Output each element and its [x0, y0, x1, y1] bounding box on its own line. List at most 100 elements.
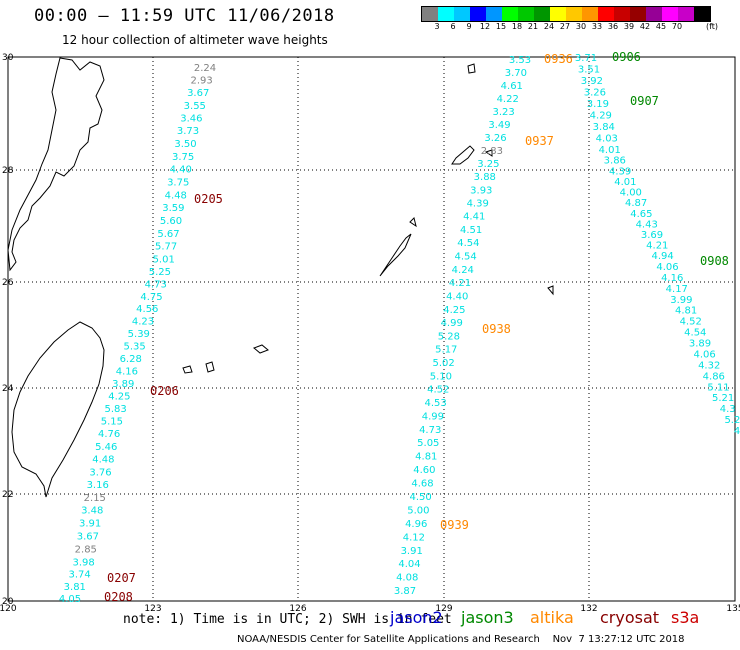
longitude-label: 135: [726, 604, 740, 614]
map-title: 00:00 – 11:59 UTC 11/06/2018: [34, 6, 335, 26]
wave-height-value: 5.39: [128, 329, 150, 340]
wave-height-value: 3.59: [162, 203, 184, 214]
wave-height-value: 4.68: [411, 479, 433, 490]
wave-height-value: 3.55: [184, 101, 206, 112]
okinawa-coastline: [379, 233, 412, 277]
pass-time-label: 0907: [630, 94, 659, 108]
wave-height-value: 3.91: [401, 546, 423, 557]
color-swatch: [502, 7, 518, 21]
wave-height-value: 4.75: [140, 292, 162, 303]
wave-height-value: 4.12: [403, 532, 425, 543]
wave-height-value: 5.83: [104, 404, 126, 415]
color-scale-labels: 3 6 9 12 15 18 21 24 27 30 33 36 39 42 45 70: [421, 22, 685, 31]
island-c: [182, 365, 193, 374]
color-scale-label: 3: [434, 22, 440, 31]
wave-height-value: 3.26: [484, 133, 506, 144]
wave-height-value: 5.67: [157, 229, 179, 240]
wave-height-value: 4.94: [651, 251, 673, 262]
island-d: [409, 217, 417, 228]
wave-height-value: 4.50: [409, 492, 431, 503]
wave-height-value: 4.16: [116, 366, 138, 377]
wave-height-value: 4.29: [590, 111, 612, 122]
longitude-label: 126: [289, 604, 306, 614]
color-scale-label: 33: [591, 22, 603, 31]
wave-height-value: 3.86: [604, 156, 626, 167]
wave-height-value: 3.74: [68, 570, 90, 581]
color-scale-label: 36: [607, 22, 619, 31]
wave-height-value: 5.10: [430, 371, 452, 382]
color-scale-label: 9: [466, 22, 472, 31]
wave-height-value: 3.67: [187, 88, 209, 99]
latitude-label: 24: [2, 384, 14, 394]
footer-note: note: 1) Time is in UTC; 2) SWH is in fe…: [123, 612, 452, 627]
color-swatch: [534, 7, 550, 21]
wave-height-value: 4.06: [693, 350, 715, 361]
latitude-label: 30: [2, 53, 14, 63]
wave-height-value: 4.73: [145, 279, 167, 290]
wave-height-value: 2.85: [75, 544, 97, 555]
pass-time-label: 0938: [482, 322, 511, 336]
wave-height-value: 4.08: [396, 573, 418, 584]
wave-height-value: 3.23: [492, 107, 514, 118]
wave-height-value: 2.93: [190, 76, 212, 87]
wave-height-value: 4.87: [625, 198, 647, 209]
latitude-label: 26: [2, 278, 14, 288]
wave-height-value: 4.81: [675, 306, 697, 317]
color-swatch: [582, 7, 598, 21]
wave-height-value: 3.71: [575, 53, 597, 64]
wave-height-value: 5.05: [417, 438, 439, 449]
wave-height-value: 5.15: [101, 416, 123, 427]
wave-height-value: 2.15: [84, 493, 106, 504]
wave-height-value: 5.60: [160, 216, 182, 227]
wave-height-value: 5.28: [438, 331, 460, 342]
wave-height-value: 4.40: [446, 291, 468, 302]
wave-height-value: 3.99: [670, 295, 692, 306]
island-e: [467, 63, 476, 74]
pass-time-label: 0908: [700, 254, 729, 268]
color-swatch: [646, 7, 662, 21]
wave-height-value: 4.3: [720, 404, 736, 415]
wave-height-value: 4.86: [703, 371, 725, 382]
wave-height-value: 4.24: [452, 265, 474, 276]
pass-time-label: 0937: [525, 134, 554, 148]
color-swatch: [486, 7, 502, 21]
latitude-label: 22: [2, 490, 13, 500]
wave-height-value: 3.75: [167, 178, 189, 189]
wave-height-value: 4.01: [614, 177, 636, 188]
color-scale-label: 6: [450, 22, 456, 31]
wave-height-value: 3.87: [394, 586, 416, 597]
wave-height-value: 3.53: [509, 55, 531, 66]
color-swatch: [614, 7, 630, 21]
amami-coastline: [451, 145, 475, 165]
wave-height-value: 3.50: [174, 139, 196, 150]
color-swatch: [678, 7, 694, 21]
wave-height-value: 3.98: [72, 557, 94, 568]
island-g: [547, 285, 554, 296]
pass-time-label: 0939: [440, 518, 469, 532]
wave-height-value: 4.06: [656, 262, 678, 273]
wave-height-value: 5.35: [123, 341, 145, 352]
color-scale-label: 15: [495, 22, 507, 31]
wave-height-value: 5.77: [155, 242, 177, 253]
legend-s3a: s3a: [671, 608, 700, 627]
color-scale-unit: (ft): [706, 22, 719, 31]
color-swatch: [438, 7, 454, 21]
wave-height-value: 3.51: [578, 65, 600, 76]
color-scale-label: 70: [671, 22, 683, 31]
color-swatch: [662, 7, 678, 21]
wave-height-value: 3.81: [64, 582, 86, 593]
color-scale-label: 18: [511, 22, 523, 31]
latitude-label: 20: [2, 597, 14, 607]
wave-height-value: 4.54: [684, 328, 706, 339]
satellite-tracks: 2.242.933.673.553.463.733.503.754.403.75…: [59, 53, 740, 605]
wave-height-value: 4.25: [108, 391, 130, 402]
wave-height-value: 3.69: [641, 230, 663, 241]
wave-height-value: 3.88: [474, 172, 496, 183]
wave-height-value: 3.48: [81, 506, 103, 517]
color-scale-label: 27: [559, 22, 571, 31]
wave-height-value: 4.65: [630, 209, 652, 220]
wave-height-value: 4.96: [405, 519, 427, 530]
wave-height-value: 3.92: [581, 76, 603, 87]
